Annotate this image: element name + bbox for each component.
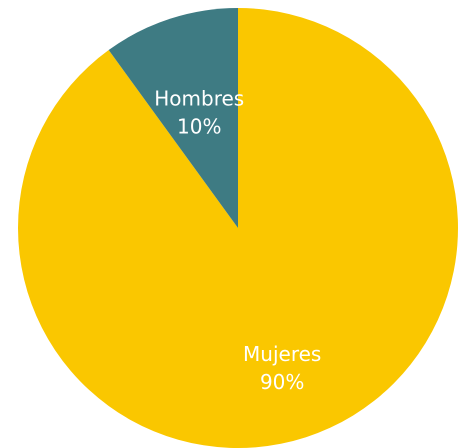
pie-slice-hombres [108,8,238,228]
slice-label-mujeres: Mujeres [243,342,321,366]
slice-label-hombres: Hombres [154,87,244,111]
slice-value-hombres: 10% [177,115,221,139]
slice-value-mujeres: 90% [260,370,304,394]
pie-slice-mujeres [17,8,459,448]
